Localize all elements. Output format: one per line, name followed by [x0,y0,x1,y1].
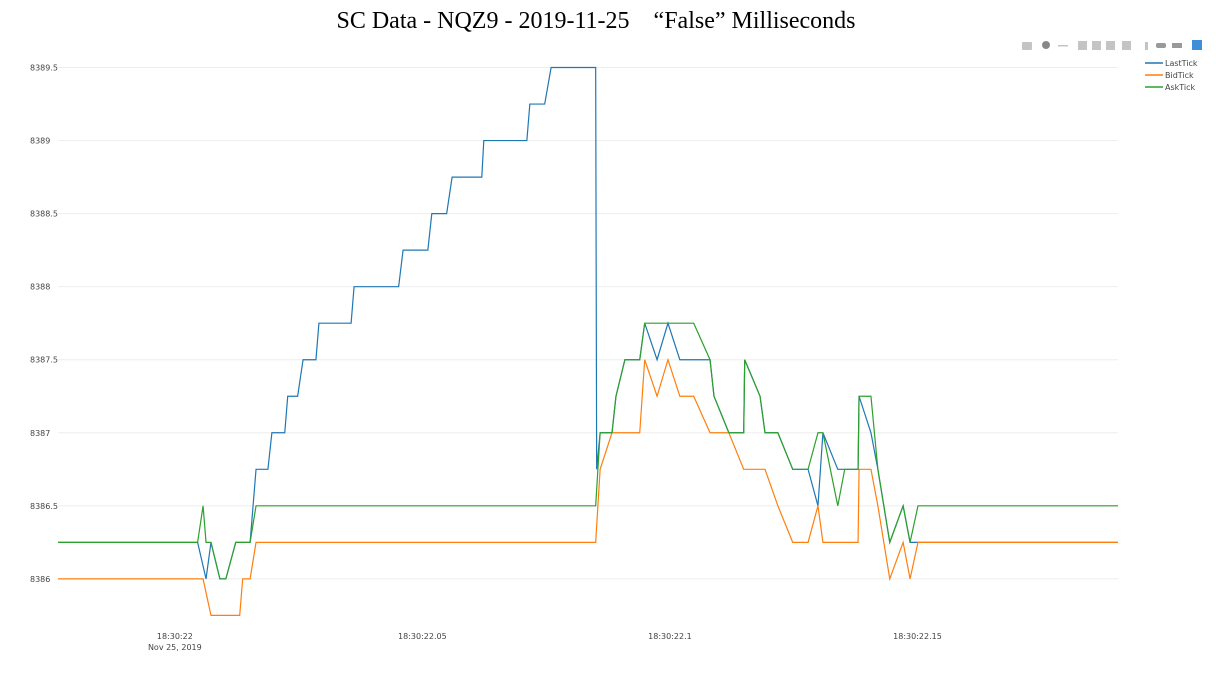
x-tick-label: 18:30:22.05 [398,632,447,641]
y-tick-label: 8386 [30,575,50,584]
modebar [1022,40,1202,50]
chart-title: SC Data - NQZ9 - 2019-11-25 “False” Mill… [336,8,855,34]
pan-icon[interactable] [1058,45,1068,47]
y-tick-label: 8388 [30,283,50,292]
x-tick-label: 18:30:22.15 [893,632,942,641]
legend-label: AskTick [1165,83,1196,92]
legend-label: LastTick [1165,59,1198,68]
series-line [58,357,1118,616]
y-tick-label: 8389.5 [30,64,58,73]
autoscale-icon[interactable] [1106,41,1115,50]
zoom-in-icon[interactable] [1078,41,1087,50]
legend-label: BidTick [1165,71,1194,80]
y-tick-label: 8387 [30,429,50,438]
hover-compare-icon[interactable] [1172,43,1182,48]
plotly-logo[interactable] [1192,40,1202,50]
y-tick-label: 8389 [30,137,50,146]
zoom-out-icon[interactable] [1092,41,1101,50]
y-tick-label: 8387.5 [30,356,58,365]
zoom-icon[interactable] [1042,41,1050,49]
spike-icon[interactable] [1145,42,1148,50]
series-line [58,66,1118,580]
reset-icon[interactable] [1122,41,1131,50]
x-date-label: Nov 25, 2019 [148,643,202,652]
x-tick-label: 18:30:22 [157,632,193,641]
y-tick-label: 8388.5 [30,210,58,219]
hover-closest-icon[interactable] [1156,43,1166,48]
x-tick-label: 18:30:22.1 [648,632,692,641]
camera-icon[interactable] [1022,42,1032,50]
y-tick-label: 8386.5 [30,502,58,511]
series-line [58,322,1118,580]
